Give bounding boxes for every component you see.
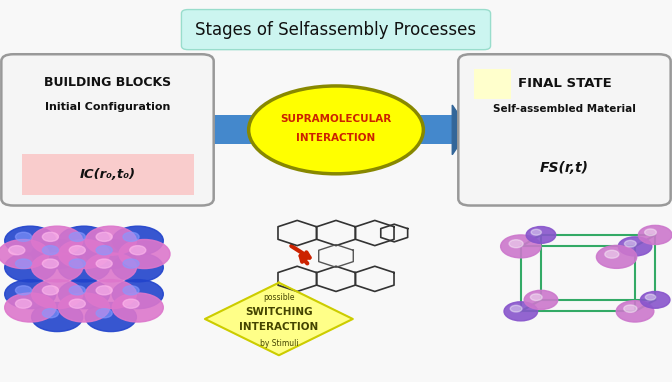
Circle shape [112, 226, 163, 255]
Circle shape [85, 253, 136, 282]
Circle shape [85, 226, 136, 255]
Polygon shape [452, 105, 469, 155]
Circle shape [96, 309, 112, 318]
Circle shape [530, 294, 542, 301]
Circle shape [5, 293, 56, 322]
Text: Initial Configuration: Initial Configuration [45, 102, 170, 112]
Circle shape [42, 259, 58, 268]
Circle shape [32, 253, 83, 282]
Circle shape [69, 286, 85, 295]
Circle shape [526, 227, 556, 243]
Circle shape [69, 232, 85, 241]
Text: possible: possible [263, 293, 294, 303]
Circle shape [644, 229, 657, 236]
Circle shape [5, 226, 56, 255]
Circle shape [640, 291, 670, 308]
Circle shape [123, 299, 139, 308]
Circle shape [123, 259, 139, 268]
Circle shape [624, 240, 636, 247]
Text: INTERACTION: INTERACTION [239, 322, 319, 332]
Circle shape [15, 299, 32, 308]
Circle shape [5, 253, 56, 282]
Circle shape [42, 309, 58, 318]
Circle shape [69, 246, 85, 255]
Circle shape [96, 246, 112, 255]
Circle shape [96, 259, 112, 268]
Circle shape [5, 280, 56, 309]
Ellipse shape [249, 86, 423, 174]
Circle shape [42, 246, 58, 255]
Circle shape [618, 237, 652, 256]
Text: SWITCHING: SWITCHING [245, 307, 312, 317]
Circle shape [616, 301, 654, 322]
Circle shape [510, 305, 522, 312]
Circle shape [15, 232, 32, 241]
FancyBboxPatch shape [458, 54, 671, 206]
Circle shape [96, 232, 112, 241]
Circle shape [638, 225, 672, 244]
Circle shape [509, 240, 523, 248]
Circle shape [15, 286, 32, 295]
Circle shape [69, 299, 85, 308]
FancyBboxPatch shape [181, 10, 491, 50]
Circle shape [42, 286, 58, 295]
Circle shape [32, 280, 83, 309]
Text: FS(r,t): FS(r,t) [540, 161, 589, 175]
Circle shape [85, 280, 136, 309]
Text: by Stimuli: by Stimuli [259, 339, 298, 348]
Circle shape [504, 302, 538, 321]
Circle shape [69, 259, 85, 268]
Circle shape [123, 232, 139, 241]
Circle shape [645, 294, 656, 300]
Circle shape [531, 229, 542, 235]
FancyBboxPatch shape [1, 54, 214, 206]
Circle shape [0, 240, 49, 269]
Circle shape [58, 280, 110, 309]
Circle shape [597, 245, 636, 268]
Circle shape [605, 250, 619, 258]
Circle shape [130, 246, 146, 255]
Circle shape [96, 286, 112, 295]
Circle shape [119, 240, 170, 269]
Circle shape [58, 253, 110, 282]
Text: Stages of Selfassembly Processes: Stages of Selfassembly Processes [196, 21, 476, 39]
Circle shape [112, 280, 163, 309]
Circle shape [42, 232, 58, 241]
Circle shape [15, 259, 32, 268]
Circle shape [58, 226, 110, 255]
Text: SUPRAMOLECULAR: SUPRAMOLECULAR [280, 114, 392, 124]
Circle shape [58, 240, 110, 269]
Polygon shape [205, 283, 353, 355]
FancyBboxPatch shape [22, 154, 194, 195]
Text: IC(r₀,t₀): IC(r₀,t₀) [79, 168, 136, 181]
Circle shape [32, 303, 83, 332]
Circle shape [112, 293, 163, 322]
FancyBboxPatch shape [197, 121, 212, 138]
Text: BUILDING BLOCKS: BUILDING BLOCKS [44, 76, 171, 89]
Circle shape [85, 303, 136, 332]
Text: FINAL STATE: FINAL STATE [517, 77, 612, 90]
Circle shape [123, 286, 139, 295]
Circle shape [112, 253, 163, 282]
FancyBboxPatch shape [474, 69, 511, 99]
Circle shape [501, 235, 541, 258]
Circle shape [32, 240, 83, 269]
Circle shape [524, 290, 558, 309]
Text: INTERACTION: INTERACTION [296, 133, 376, 143]
FancyBboxPatch shape [205, 115, 452, 144]
Circle shape [9, 246, 25, 255]
Text: Self-assembled Material: Self-assembled Material [493, 104, 636, 114]
Circle shape [58, 293, 110, 322]
Circle shape [32, 226, 83, 255]
Circle shape [85, 240, 136, 269]
Circle shape [624, 305, 637, 312]
